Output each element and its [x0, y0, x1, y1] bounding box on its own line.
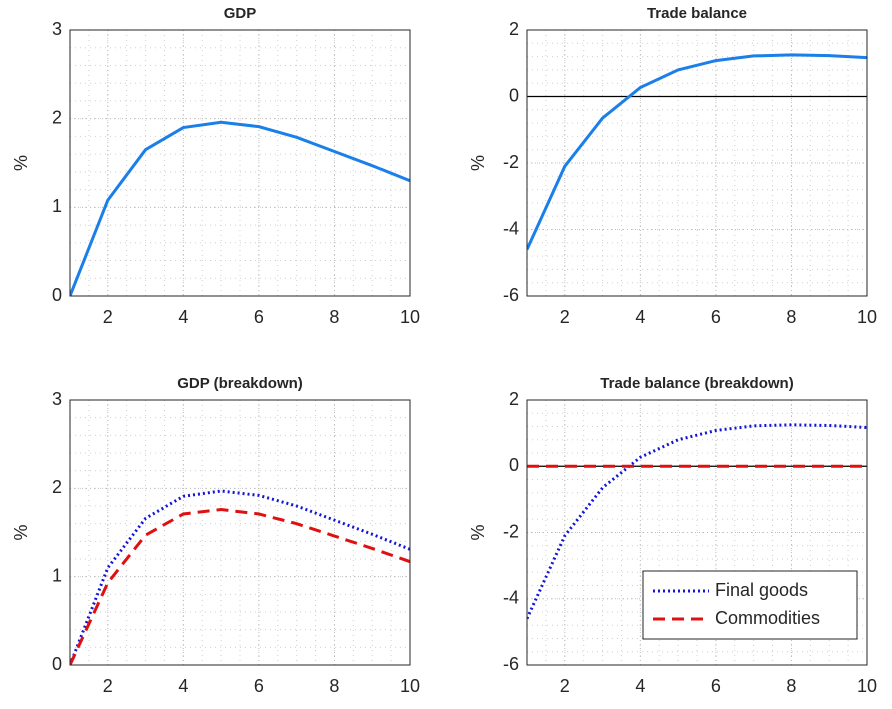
y-tick-label: 2 [509, 19, 519, 39]
y-tick-label: -2 [503, 521, 519, 541]
series-line [70, 120, 410, 296]
x-tick-label: 8 [329, 307, 339, 327]
y-tick-label: 3 [52, 19, 62, 39]
x-tick-label: 2 [560, 676, 570, 696]
axes-box [69, 399, 411, 666]
y-tick-label: 2 [509, 389, 519, 409]
y-axis-label: % [468, 524, 488, 540]
plot-area [70, 30, 410, 296]
chart-title: GDP (breakdown) [177, 375, 303, 392]
x-tick-label: 4 [635, 676, 645, 696]
y-tick-label: 1 [52, 565, 62, 585]
x-tick-label: 2 [103, 676, 113, 696]
x-tick-label: 2 [560, 307, 570, 327]
x-tick-label: 8 [786, 676, 796, 696]
x-tick-label: 4 [178, 676, 188, 696]
x-tick-label: 6 [711, 676, 721, 696]
y-axis-label: % [11, 155, 31, 171]
x-tick-label: 10 [400, 676, 420, 696]
chart-title: Trade balance [647, 5, 747, 22]
y-tick-label: -6 [503, 285, 519, 305]
x-tick-label: 8 [786, 307, 796, 327]
x-tick-label: 6 [254, 676, 264, 696]
axes-box [526, 29, 868, 297]
x-tick-label: 10 [400, 307, 420, 327]
x-tick-label: 6 [711, 307, 721, 327]
chart-title: GDP [224, 5, 257, 22]
y-tick-label: 3 [52, 389, 62, 409]
y-tick-label: 1 [52, 196, 62, 216]
legend-label: Final goods [715, 580, 808, 600]
chart-title: Trade balance (breakdown) [600, 375, 793, 392]
series-line [527, 423, 867, 620]
y-tick-label: 2 [52, 477, 62, 497]
x-tick-label: 2 [103, 307, 113, 327]
x-tick-label: 10 [857, 307, 877, 327]
y-tick-label: -4 [503, 588, 519, 608]
x-tick-label: 4 [635, 307, 645, 327]
y-tick-label: -6 [503, 654, 519, 674]
x-tick-label: 4 [178, 307, 188, 327]
axes-box [526, 399, 868, 666]
y-tick-label: 0 [509, 85, 519, 105]
y-tick-label: 0 [509, 455, 519, 475]
axes-box [69, 29, 411, 297]
y-tick-label: 0 [52, 654, 62, 674]
y-tick-label: -4 [503, 218, 519, 238]
y-tick-label: 0 [52, 285, 62, 305]
y-axis-label: % [468, 155, 488, 171]
y-tick-label: -2 [503, 152, 519, 172]
y-tick-label: 2 [52, 107, 62, 127]
legend-label: Commodities [715, 608, 820, 628]
x-tick-label: 8 [329, 676, 339, 696]
series-line [70, 508, 410, 665]
legend-box [642, 570, 858, 640]
x-tick-label: 6 [254, 307, 264, 327]
series-line [527, 53, 867, 251]
y-axis-label: % [11, 524, 31, 540]
x-tick-label: 10 [857, 676, 877, 696]
series-line [70, 489, 410, 665]
